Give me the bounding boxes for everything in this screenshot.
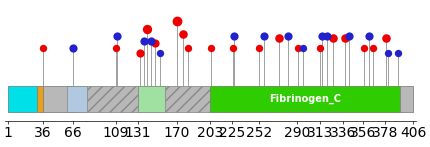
Point xyxy=(346,35,353,37)
Point xyxy=(285,35,292,37)
Bar xyxy=(210,86,400,112)
Point xyxy=(144,28,150,30)
Point xyxy=(141,40,147,42)
Text: Fibrinogen_C: Fibrinogen_C xyxy=(269,94,341,104)
Point xyxy=(256,47,263,49)
Point xyxy=(276,37,283,40)
Bar xyxy=(138,86,165,112)
Bar xyxy=(37,86,43,112)
Point xyxy=(152,42,159,44)
Point xyxy=(40,47,46,49)
Point xyxy=(174,19,181,22)
Point xyxy=(324,35,331,37)
Point xyxy=(70,47,77,49)
Bar xyxy=(165,86,210,112)
Point xyxy=(319,35,326,37)
Point xyxy=(208,47,215,49)
Point xyxy=(395,51,402,54)
Point xyxy=(366,35,373,37)
Point xyxy=(184,47,191,49)
Point xyxy=(361,47,368,49)
Point xyxy=(231,35,238,37)
Point xyxy=(317,47,324,49)
Point xyxy=(261,35,267,37)
Point xyxy=(295,47,302,49)
Point xyxy=(114,35,120,37)
Point xyxy=(383,37,390,40)
Point xyxy=(147,40,154,42)
Bar xyxy=(400,86,414,112)
Point xyxy=(385,51,392,54)
Point xyxy=(370,47,377,49)
Point xyxy=(180,32,187,35)
Point xyxy=(137,51,144,54)
Point xyxy=(300,47,307,49)
Bar xyxy=(8,86,37,112)
Bar xyxy=(43,86,73,112)
Point xyxy=(157,51,163,54)
Point xyxy=(330,37,337,40)
Point xyxy=(113,47,120,49)
Bar xyxy=(8,86,414,112)
Bar xyxy=(87,86,138,112)
Point xyxy=(342,37,349,40)
Bar xyxy=(67,86,87,112)
Point xyxy=(230,47,236,49)
